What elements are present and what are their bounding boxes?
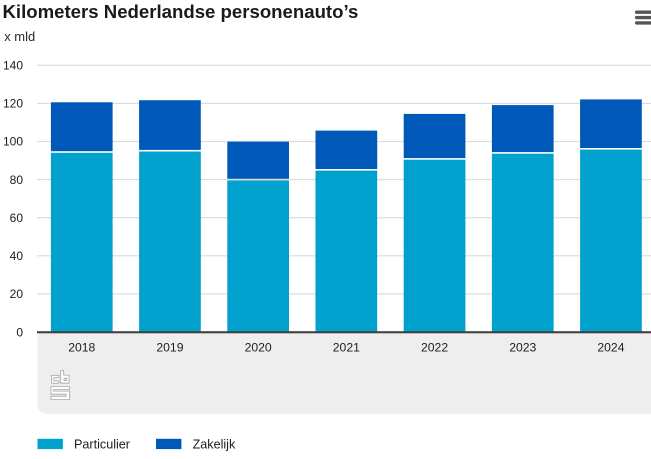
svg-text:2021: 2021 xyxy=(333,341,360,355)
svg-text:60: 60 xyxy=(10,211,24,225)
svg-text:Kilometers Nederlandse persone: Kilometers Nederlandse personenauto’s xyxy=(3,1,359,22)
svg-text:2018: 2018 xyxy=(68,341,95,355)
svg-text:2024: 2024 xyxy=(597,341,624,355)
svg-text:40: 40 xyxy=(10,249,24,263)
svg-text:2023: 2023 xyxy=(509,341,536,355)
svg-text:140: 140 xyxy=(3,59,23,73)
svg-text:80: 80 xyxy=(10,173,24,187)
svg-text:0: 0 xyxy=(16,325,23,339)
svg-text:2019: 2019 xyxy=(156,341,183,355)
svg-text:100: 100 xyxy=(3,135,23,149)
svg-text:120: 120 xyxy=(3,97,23,111)
svg-text:20: 20 xyxy=(10,287,24,301)
svg-text:Zakelijk: Zakelijk xyxy=(193,437,236,451)
svg-text:2022: 2022 xyxy=(421,341,448,355)
svg-text:Particulier: Particulier xyxy=(74,437,130,451)
svg-text:x mld: x mld xyxy=(4,29,35,44)
svg-text:2020: 2020 xyxy=(245,341,272,355)
